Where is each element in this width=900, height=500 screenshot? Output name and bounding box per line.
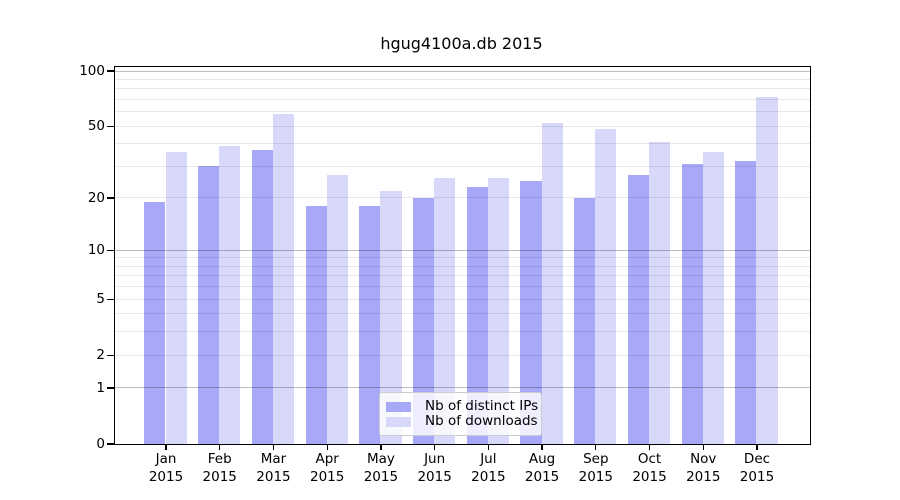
x-tick-mark bbox=[219, 444, 221, 450]
x-tick-mark bbox=[541, 444, 543, 450]
bar-downloads bbox=[272, 114, 295, 444]
legend-label: Nb of downloads bbox=[425, 413, 538, 429]
bar-distinct-ips bbox=[305, 206, 327, 444]
x-tick-label: Jul 2015 bbox=[471, 451, 506, 485]
bar-downloads bbox=[595, 129, 617, 444]
bar-downloads bbox=[434, 177, 456, 444]
y-tick-label: 10 bbox=[87, 242, 105, 259]
x-tick-label: Sep 2015 bbox=[578, 451, 613, 485]
bar-downloads bbox=[541, 123, 563, 444]
bar-distinct-ips bbox=[466, 187, 488, 444]
y-tick-mark bbox=[107, 443, 114, 445]
bar-downloads bbox=[649, 141, 671, 444]
y-tick-mark bbox=[107, 197, 114, 199]
y-tick-label: 100 bbox=[79, 63, 105, 79]
legend-swatch-downloads-icon bbox=[386, 416, 411, 427]
x-tick-mark bbox=[380, 444, 382, 450]
x-tick-label: May 2015 bbox=[363, 451, 399, 485]
y-tick-mark bbox=[107, 298, 114, 300]
y-tick-label: 1 bbox=[96, 379, 105, 396]
x-tick-label: Jan 2015 bbox=[148, 451, 184, 485]
x-tick-label: Apr 2015 bbox=[309, 451, 345, 485]
x-tick-mark bbox=[756, 444, 758, 450]
x-tick-mark bbox=[433, 444, 436, 450]
legend-swatch-distinct-ips-icon bbox=[386, 401, 411, 412]
chart-title: hgug4100a.db 2015 bbox=[380, 34, 543, 53]
bar-downloads bbox=[380, 190, 402, 444]
bar-distinct-ips bbox=[251, 150, 273, 444]
bar-distinct-ips bbox=[359, 206, 381, 444]
x-tick-mark bbox=[326, 444, 328, 450]
bar-downloads bbox=[487, 177, 509, 444]
x-tick-mark bbox=[702, 444, 704, 450]
x-tick-mark bbox=[648, 444, 651, 450]
y-tick-label: 5 bbox=[96, 291, 105, 308]
y-tick-mark bbox=[107, 70, 114, 72]
bar-distinct-ips bbox=[413, 197, 435, 444]
gridline bbox=[114, 143, 810, 145]
bar-downloads bbox=[756, 97, 778, 444]
gridline bbox=[114, 88, 810, 90]
legend-item: Nb of downloads bbox=[386, 413, 538, 429]
bar-downloads bbox=[165, 152, 187, 444]
y-tick-label: 2 bbox=[96, 347, 105, 364]
bar-downloads bbox=[326, 174, 348, 444]
x-tick-label: Feb 2015 bbox=[202, 451, 237, 485]
gridline bbox=[114, 125, 810, 127]
legend: Nb of distinct IPs Nb of downloads bbox=[379, 392, 542, 436]
legend-item: Nb of distinct IPs bbox=[386, 398, 539, 414]
gridline bbox=[114, 70, 810, 72]
bar-distinct-ips bbox=[144, 201, 166, 444]
x-tick-label: Jun 2015 bbox=[417, 451, 452, 485]
gridline bbox=[114, 98, 810, 100]
x-tick-mark bbox=[272, 444, 275, 450]
bar-distinct-ips bbox=[198, 166, 220, 444]
y-tick-label: 20 bbox=[87, 189, 105, 206]
bar-distinct-ips bbox=[574, 197, 596, 444]
x-tick-label: Nov 2015 bbox=[686, 451, 721, 485]
x-tick-mark bbox=[165, 444, 167, 450]
y-tick-mark bbox=[107, 354, 114, 356]
gridline bbox=[114, 111, 810, 113]
x-tick-mark bbox=[487, 444, 489, 450]
bar-downloads bbox=[702, 152, 724, 444]
y-tick-label: 0 bbox=[96, 436, 105, 452]
gridline bbox=[114, 78, 810, 80]
x-tick-mark bbox=[595, 444, 597, 450]
bar-distinct-ips bbox=[681, 163, 703, 444]
bar-downloads bbox=[219, 145, 241, 444]
y-tick-mark bbox=[107, 387, 114, 389]
legend-label: Nb of distinct IPs bbox=[425, 398, 539, 414]
y-tick-label: 50 bbox=[87, 118, 105, 135]
x-tick-label: Dec 2015 bbox=[739, 451, 775, 485]
x-tick-label: Aug 2015 bbox=[524, 451, 560, 485]
y-tick-mark bbox=[107, 249, 114, 251]
bar-distinct-ips bbox=[520, 180, 542, 444]
x-tick-label: Oct 2015 bbox=[632, 451, 667, 485]
bar-distinct-ips bbox=[735, 161, 757, 444]
y-tick-mark bbox=[107, 125, 114, 127]
bar-distinct-ips bbox=[627, 174, 650, 444]
x-tick-label: Mar 2015 bbox=[256, 451, 291, 485]
